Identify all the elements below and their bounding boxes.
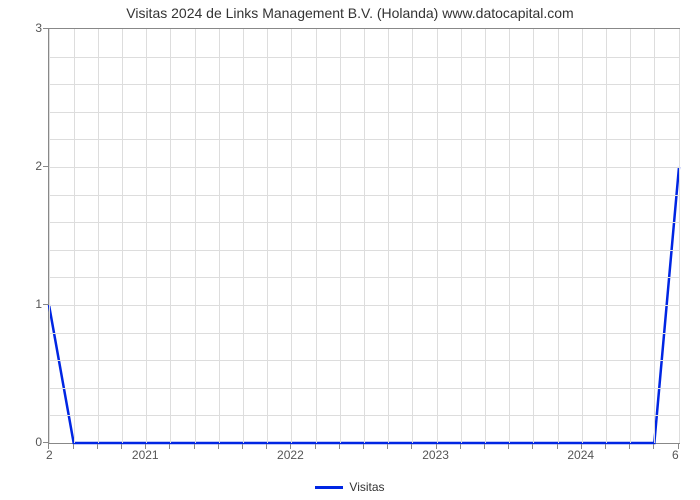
x-tick-mark bbox=[242, 444, 243, 449]
grid-vertical bbox=[461, 29, 462, 443]
x-tick-mark bbox=[557, 444, 558, 449]
grid-vertical bbox=[388, 29, 389, 443]
grid-vertical bbox=[412, 29, 413, 443]
grid-vertical bbox=[679, 29, 680, 443]
grid-vertical bbox=[606, 29, 607, 443]
legend: Visitas bbox=[0, 479, 700, 494]
x-tick-mark bbox=[290, 444, 291, 449]
grid-vertical bbox=[485, 29, 486, 443]
x-tick-mark bbox=[169, 444, 170, 449]
grid-vertical bbox=[364, 29, 365, 443]
x-tick-mark bbox=[121, 444, 122, 449]
grid-horizontal bbox=[49, 139, 679, 140]
chart-container: Visitas 2024 de Links Management B.V. (H… bbox=[0, 0, 700, 500]
legend-swatch bbox=[315, 486, 343, 489]
grid-vertical bbox=[654, 29, 655, 443]
grid-vertical bbox=[340, 29, 341, 443]
grid-horizontal bbox=[49, 360, 679, 361]
x-tick-mark bbox=[532, 444, 533, 449]
grid-vertical bbox=[243, 29, 244, 443]
y-tick-mark bbox=[43, 166, 48, 167]
x-tick-mark bbox=[411, 444, 412, 449]
grid-horizontal-major bbox=[49, 305, 679, 306]
grid-vertical bbox=[74, 29, 75, 443]
x-tick-mark bbox=[436, 444, 437, 449]
x-tick-mark bbox=[145, 444, 146, 449]
y-tick-label: 1 bbox=[0, 297, 42, 311]
grid-horizontal bbox=[49, 57, 679, 58]
grid-horizontal bbox=[49, 277, 679, 278]
y-tick-mark bbox=[43, 304, 48, 305]
x-tick-label: 2021 bbox=[132, 448, 159, 462]
grid-vertical bbox=[98, 29, 99, 443]
x-tick-mark bbox=[508, 444, 509, 449]
grid-vertical bbox=[437, 29, 438, 443]
y-tick-label: 3 bbox=[0, 21, 42, 35]
grid-horizontal bbox=[49, 195, 679, 196]
plot-area bbox=[48, 28, 680, 444]
grid-horizontal-major bbox=[49, 167, 679, 168]
x-tick-label: 2024 bbox=[567, 448, 594, 462]
x-tick-label: 2023 bbox=[422, 448, 449, 462]
x-tick-label: 2022 bbox=[277, 448, 304, 462]
x-tick-mark bbox=[460, 444, 461, 449]
grid-vertical bbox=[316, 29, 317, 443]
y-tick-label: 0 bbox=[0, 435, 42, 449]
x-tick-mark bbox=[73, 444, 74, 449]
x-tick-mark bbox=[629, 444, 630, 449]
x-tick-mark bbox=[387, 444, 388, 449]
grid-vertical bbox=[267, 29, 268, 443]
grid-horizontal bbox=[49, 84, 679, 85]
grid-horizontal bbox=[49, 222, 679, 223]
legend-label: Visitas bbox=[349, 480, 384, 494]
x-tick-mark bbox=[605, 444, 606, 449]
grid-vertical bbox=[195, 29, 196, 443]
y-tick-mark bbox=[43, 28, 48, 29]
x-tick-mark bbox=[581, 444, 582, 449]
x-tick-mark bbox=[339, 444, 340, 449]
grid-horizontal bbox=[49, 333, 679, 334]
y-tick-label: 2 bbox=[0, 159, 42, 173]
grid-vertical bbox=[170, 29, 171, 443]
grid-vertical bbox=[533, 29, 534, 443]
grid-horizontal bbox=[49, 250, 679, 251]
grid-vertical bbox=[630, 29, 631, 443]
grid-horizontal bbox=[49, 415, 679, 416]
x-tick-mark bbox=[97, 444, 98, 449]
x-right-end-label: 6 bbox=[672, 448, 679, 462]
x-tick-mark bbox=[315, 444, 316, 449]
x-tick-mark bbox=[194, 444, 195, 449]
grid-vertical bbox=[219, 29, 220, 443]
grid-vertical bbox=[122, 29, 123, 443]
grid-horizontal bbox=[49, 388, 679, 389]
y-tick-mark bbox=[43, 442, 48, 443]
grid-vertical bbox=[509, 29, 510, 443]
x-tick-mark bbox=[484, 444, 485, 449]
grid-vertical bbox=[146, 29, 147, 443]
grid-vertical bbox=[291, 29, 292, 443]
x-tick-mark bbox=[363, 444, 364, 449]
x-tick-mark bbox=[218, 444, 219, 449]
x-tick-mark bbox=[653, 444, 654, 449]
grid-vertical bbox=[558, 29, 559, 443]
grid-vertical bbox=[582, 29, 583, 443]
x-left-end-label: 2 bbox=[46, 448, 53, 462]
chart-title: Visitas 2024 de Links Management B.V. (H… bbox=[0, 5, 700, 21]
x-tick-mark bbox=[266, 444, 267, 449]
grid-vertical bbox=[49, 29, 50, 443]
grid-horizontal bbox=[49, 112, 679, 113]
